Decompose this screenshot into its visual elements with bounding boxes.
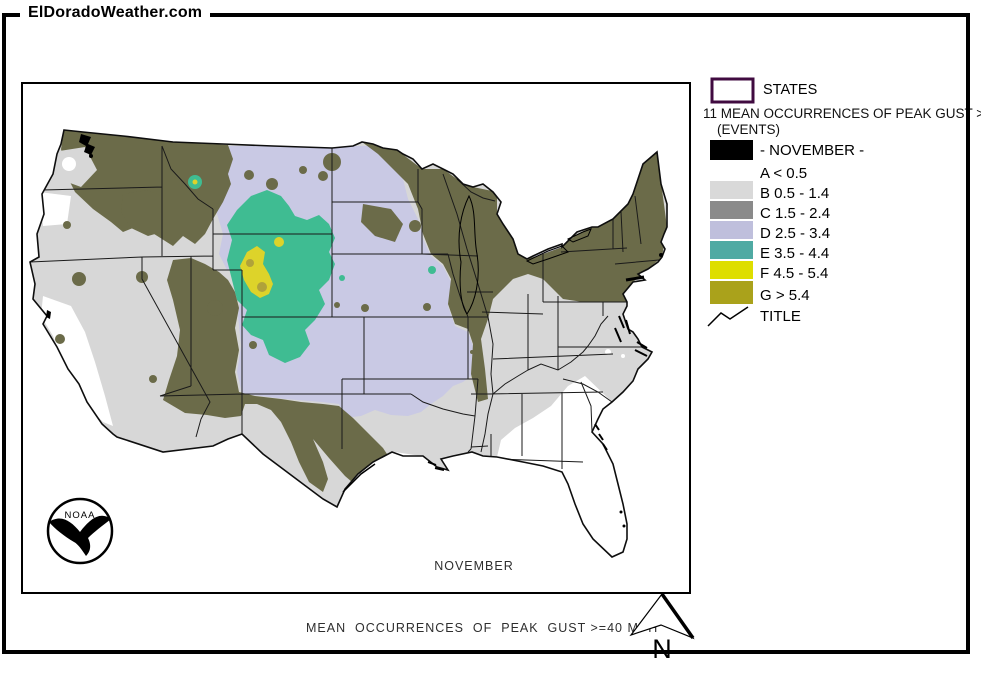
map-spot-teal-nebraska — [428, 266, 436, 274]
map-spot-teal-colorado — [339, 275, 345, 281]
map-state-lines-west — [30, 145, 365, 449]
delta-detail — [427, 461, 445, 471]
puget-sound-detail — [79, 134, 95, 155]
map-state-lines-east — [481, 195, 660, 469]
map-spot-olive — [55, 334, 65, 344]
map-spot-white-washington — [62, 157, 76, 171]
texas-barrier-detail — [342, 463, 376, 493]
legend-item-b-label: B 0.5 - 1.4 — [760, 185, 830, 202]
legend-november-swatch — [710, 140, 753, 160]
zigzag-line-icon — [707, 306, 749, 327]
map-state-lines-plains — [332, 169, 493, 453]
north-arrow-edge — [660, 592, 695, 640]
legend-item-b-swatch — [710, 181, 753, 199]
georgia-coast-detail — [594, 423, 608, 451]
long-island-detail — [625, 275, 645, 282]
map-region-olive-dakota-patch — [361, 204, 403, 242]
map-spot-olive — [470, 350, 474, 354]
legend-description-line2: (EVENTS) — [717, 122, 781, 137]
map-spot-olive — [266, 178, 278, 190]
map-state-lines-mississippi — [442, 173, 496, 456]
us-map-svg — [29, 129, 668, 558]
legend-item-a-label: A < 0.5 — [760, 165, 808, 182]
lake-erie — [525, 245, 569, 265]
boston-detail — [659, 253, 663, 257]
map-region-olive-southwest — [163, 258, 391, 492]
lake-ontario — [566, 228, 592, 243]
florida-coast-dot — [622, 524, 626, 528]
legend-item-d-swatch — [710, 221, 753, 239]
noaa-bird-icon — [49, 515, 111, 556]
map-spot-olive — [63, 221, 71, 229]
legend-item-e-swatch — [710, 241, 753, 259]
map-spot-g-olive — [246, 259, 254, 267]
swatch-rect — [710, 201, 753, 219]
map-spot-yellow-wyoming — [274, 237, 284, 247]
map-spot-olive — [423, 303, 431, 311]
us-outline — [29, 129, 668, 558]
swatch-rect — [710, 281, 753, 304]
legend-states-swatch — [710, 77, 755, 104]
map-region-teal-highplains — [227, 190, 335, 363]
legend-item-e-label: E 3.5 - 4.4 — [760, 245, 830, 262]
legend-item-g-label: G > 5.4 — [760, 287, 810, 304]
legend-description-line1: 11 MEAN OCCURRENCES OF PEAK GUST >= — [703, 106, 981, 121]
map-region-white-oregon-coast — [39, 192, 71, 226]
north-arrow-icon — [629, 592, 695, 640]
legend-item-f-swatch — [710, 261, 753, 279]
legend-item-f-label: F 4.5 - 5.4 — [760, 265, 829, 282]
map-spot-white-nc2 — [621, 354, 625, 358]
map-spot-olive — [334, 302, 340, 308]
sf-bay-detail — [46, 310, 51, 319]
map-region-white-california — [41, 296, 113, 426]
map-region-olive-east-oregon — [121, 190, 162, 236]
florida-coast-dot — [619, 510, 623, 514]
map-box: NOAA NOVEMBER MEAN OCCURRENCES OF PEAK G… — [21, 82, 691, 635]
legend-states-label: STATES — [763, 82, 818, 98]
legend-november-label: - NOVEMBER - — [760, 142, 865, 159]
page-title[interactable]: ElDoradoWeather.com — [20, 4, 211, 22]
north-arrow-label: N — [652, 634, 672, 662]
map-spot-olive — [249, 341, 257, 349]
swatch-rect — [710, 181, 753, 199]
legend-item-c-swatch — [710, 201, 753, 219]
lake-michigan — [458, 194, 479, 315]
legend-item-d-label: D 2.5 - 3.4 — [760, 225, 831, 242]
map-region-olive-northwest — [61, 130, 233, 246]
swatch-rect — [710, 221, 753, 239]
noaa-logo: NOAA — [46, 497, 114, 565]
map-spot-white-nc — [605, 349, 611, 355]
map-spot-yellow-montana — [192, 179, 198, 185]
puget-dot — [89, 154, 93, 158]
map-spot-olive — [72, 272, 86, 286]
map-spot-lavender-il — [397, 285, 407, 295]
map-caption-line2: MEAN OCCURRENCES OF PEAK GUST >=40 MPH — [306, 621, 659, 636]
november-swatch-rect — [710, 140, 753, 160]
map-region-olive-midwest-northeast — [362, 142, 667, 402]
nc-sounds-detail — [634, 341, 648, 357]
map-caption: NOVEMBER MEAN OCCURRENCES OF PEAK GUST >… — [306, 515, 659, 680]
chesapeake-detail — [614, 315, 631, 343]
map-spot-olive — [318, 171, 328, 181]
legend-item-c-label: C 1.5 - 2.4 — [760, 205, 831, 222]
map-spot-g-olive — [257, 282, 267, 292]
map-spot-olive — [361, 304, 369, 312]
map-spot-olive — [299, 166, 307, 174]
swatch-rect — [710, 241, 753, 259]
noaa-circle — [46, 497, 114, 565]
noaa-text: NOAA — [65, 510, 96, 521]
map-spot-olive — [149, 375, 157, 383]
map-spot-olive — [409, 220, 421, 232]
states-swatch-rect — [710, 77, 755, 104]
legend-item-g-swatch — [710, 281, 753, 304]
map-spot-olive — [207, 300, 223, 316]
map-caption-line1: NOVEMBER — [434, 559, 514, 574]
legend-title-label: TITLE — [760, 308, 801, 325]
map-spot-olive — [244, 170, 254, 180]
north-arrow: N — [629, 592, 695, 662]
swatch-rect — [710, 261, 753, 279]
